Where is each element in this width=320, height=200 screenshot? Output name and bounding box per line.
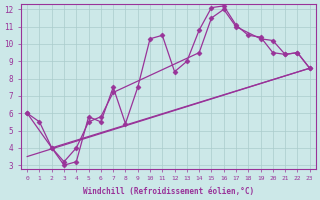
X-axis label: Windchill (Refroidissement éolien,°C): Windchill (Refroidissement éolien,°C) (83, 187, 254, 196)
